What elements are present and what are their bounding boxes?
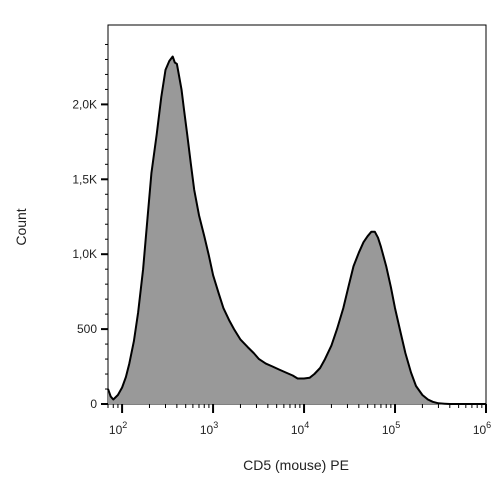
x-tick-exponent: 4 bbox=[304, 420, 309, 430]
y-axis: 0 500 1,0K 1,5K 2,0K bbox=[72, 43, 108, 411]
x-tick-exponent: 2 bbox=[122, 420, 127, 430]
x-tick-label: 103 bbox=[200, 420, 218, 437]
x-axis-title: CD5 (mouse) PE bbox=[243, 457, 349, 473]
x-tick-label: 106 bbox=[473, 420, 491, 437]
y-tick-label: 500 bbox=[77, 322, 97, 336]
x-tick-base: 10 bbox=[109, 423, 123, 437]
x-tick-label: 104 bbox=[291, 420, 309, 437]
histogram-outline bbox=[107, 55, 486, 405]
x-tick-base: 10 bbox=[291, 423, 305, 437]
y-tick-label: 2,0K bbox=[72, 97, 97, 111]
y-axis-title: Count bbox=[13, 208, 29, 245]
x-tick-base: 10 bbox=[200, 423, 214, 437]
y-tick-label: 1,0K bbox=[72, 247, 97, 261]
x-tick-exponent: 6 bbox=[486, 420, 491, 430]
x-tick-base: 10 bbox=[382, 423, 396, 437]
x-axis: 102 103 104 105 106 bbox=[107, 404, 491, 437]
x-tick-label: 102 bbox=[109, 420, 127, 437]
plot-area bbox=[107, 24, 487, 405]
x-tick-label: 105 bbox=[382, 420, 400, 437]
x-tick-exponent: 3 bbox=[213, 420, 218, 430]
y-tick-label: 1,5K bbox=[72, 172, 97, 186]
y-tick-label: 0 bbox=[90, 397, 97, 411]
histogram-fill bbox=[108, 56, 486, 404]
x-tick-exponent: 5 bbox=[395, 420, 400, 430]
x-tick-base: 10 bbox=[473, 423, 487, 437]
